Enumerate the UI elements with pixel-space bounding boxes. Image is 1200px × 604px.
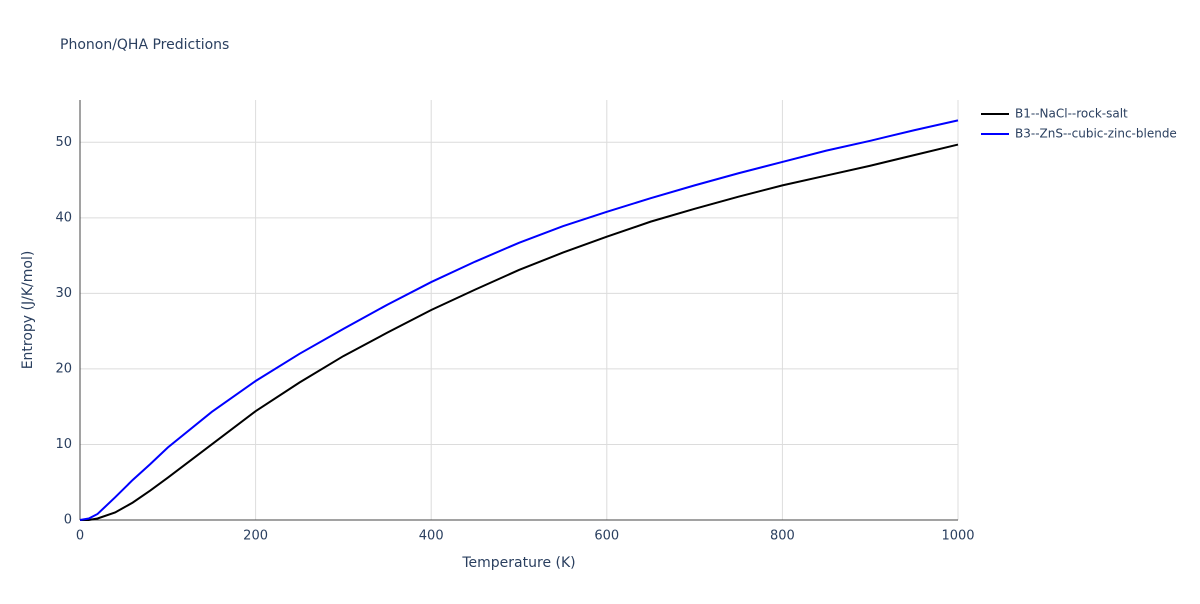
y-tick-label: 20	[55, 361, 72, 376]
y-tick-label: 30	[55, 286, 72, 301]
x-tick-label: 1000	[941, 529, 974, 544]
y-tick-label: 10	[55, 437, 72, 452]
x-tick-label: 0	[76, 529, 84, 544]
series-line	[80, 143, 959, 521]
y-axis-label: Entropy (J/K/mol)	[20, 251, 36, 370]
series-line	[79, 119, 959, 521]
x-tick-label: 200	[243, 529, 268, 544]
x-tick-label: 400	[419, 529, 444, 544]
y-tick-label: 40	[55, 210, 72, 225]
legend-label: B3--ZnS--cubic-zinc-blende	[1015, 127, 1177, 141]
y-tick-label: 0	[64, 513, 72, 528]
legend-label: B1--NaCl--rock-salt	[1015, 107, 1128, 121]
x-axis-label: Temperature (K)	[461, 555, 575, 571]
chart-title: Phonon/QHA Predictions	[60, 37, 229, 53]
x-tick-label: 600	[594, 529, 619, 544]
y-tick-label: 50	[55, 135, 72, 150]
x-tick-label: 800	[770, 529, 795, 544]
